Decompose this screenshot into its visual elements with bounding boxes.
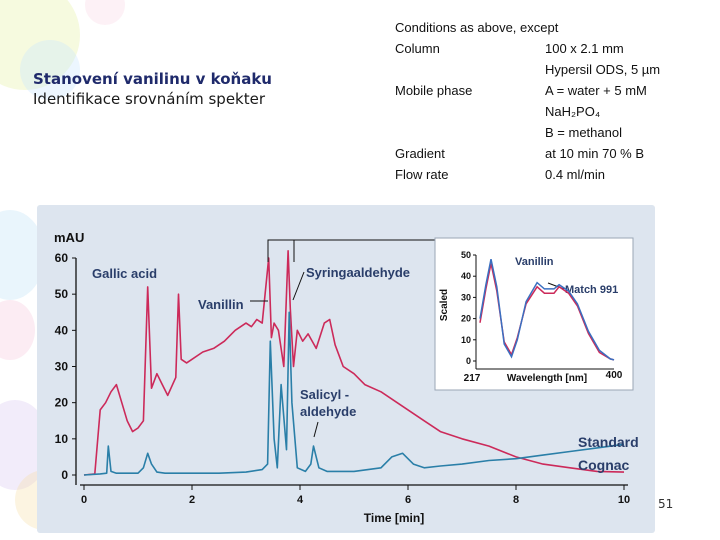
inset-title: Vanillin [515,256,554,268]
inset-panel [434,237,634,391]
slide-title: Stanovení vanilinu v koňaku Identifikace… [33,69,272,109]
inset-y-tick-label: 50 [461,250,471,260]
inset-x-axis-label: Wavelength [nm] [507,373,587,384]
inset-y-tick-label: 10 [461,335,471,345]
y-tick-label: 10 [55,432,69,446]
y-tick-label: 30 [55,360,69,374]
conditions-table: Conditions as above, except Column 100 x… [395,20,695,188]
annotation-salicylaldehyde-line1: Salicyl - [300,387,349,402]
x-tick-label: 6 [405,494,411,506]
slide-title-line1: Stanovení vanilinu v koňaku [33,70,272,88]
legend-label-cognac: Cognac [578,457,630,473]
inset-y-tick-label: 30 [461,292,471,302]
conditions-row: NaH₂PO₄ [395,104,695,125]
conditions-header-row: Conditions as above, except [395,20,695,41]
slide-title-line2: Identifikace srovnáním spekter [33,90,266,108]
conditions-header: Conditions as above, except [395,20,559,35]
conditions-key: Flow rate [395,167,449,182]
conditions-key: Mobile phase [395,83,473,98]
conditions-row: Column 100 x 2.1 mm [395,41,695,62]
series-line-cognac [83,250,625,476]
inset-x-tick-label: 400 [606,370,623,381]
y-tick-label: 50 [55,287,69,301]
decorative-bubble [20,40,80,100]
x-tick-label: 10 [618,494,630,506]
page-number: 51 [658,497,674,511]
conditions-value: Hypersil ODS, 5 µm [545,62,661,77]
inset-y-axis-label: Scaled [439,289,450,321]
annotation-syringaaldehyde: Syringaaldehyde [306,265,410,280]
x-tick-label: 2 [189,494,195,506]
inset-y-tick-label: 20 [461,314,471,324]
x-tick-label: 0 [81,494,87,506]
conditions-value: B = methanol [545,125,622,140]
conditions-value: 0.4 ml/min [545,167,605,182]
y-tick-label: 40 [55,323,69,337]
annotation-vanillin: Vanillin [198,297,244,312]
inset-series-cognac [479,263,615,361]
conditions-row: B = methanol [395,125,695,146]
inset-y-tick-label: 40 [461,271,471,281]
conditions-value: NaH₂PO₄ [545,104,601,119]
conditions-row: Mobile phase A = water + 5 mM [395,83,695,104]
legend-label-standard: Standard [578,434,639,450]
conditions-key: Gradient [395,146,445,161]
conditions-row: Flow rate 0.4 ml/min [395,167,695,188]
series-line-standard [83,311,625,476]
annotation-leader [313,421,319,438]
conditions-row: Hypersil ODS, 5 µm [395,62,695,83]
conditions-value: at 10 min 70 % B [545,146,644,161]
annotation-gallic-acid: Gallic acid [92,266,157,281]
annotation-leader [292,271,305,301]
x-tick-label: 8 [513,494,519,506]
y-tick-label: 60 [55,251,69,265]
inset-bracket [267,239,440,262]
conditions-value: 100 x 2.1 mm [545,41,624,56]
x-tick-label: 4 [297,494,304,506]
conditions-key: Column [395,41,440,56]
inset-x-tick-label: 217 [464,373,481,384]
x-axis-label: Time [min] [364,511,424,525]
y-axis-label: mAU [54,230,84,245]
conditions-row: Gradient at 10 min 70 % B [395,146,695,167]
conditions-value: A = water + 5 mM [545,83,647,98]
annotation-salicylaldehyde-line2: aldehyde [300,404,356,419]
inset-annotation-match: Match 991 [565,284,618,296]
y-tick-label: 0 [61,468,68,482]
y-tick-label: 20 [55,396,69,410]
inset-series-standard [479,259,615,361]
inset-y-tick-label: 0 [466,356,471,366]
